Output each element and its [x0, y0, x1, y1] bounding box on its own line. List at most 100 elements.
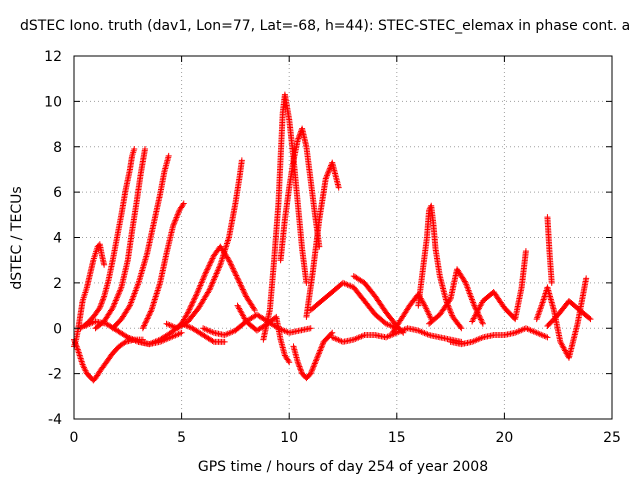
- data-point: [208, 258, 215, 265]
- data-point: [201, 273, 208, 280]
- data-point: [448, 311, 455, 318]
- data-point: [294, 359, 301, 366]
- data-point: [207, 285, 214, 292]
- data-point: [141, 322, 148, 329]
- data-point: [193, 292, 200, 299]
- data-point: [234, 275, 241, 282]
- data-point: [115, 291, 122, 298]
- data-point: [97, 303, 104, 310]
- data-point: [195, 286, 202, 293]
- data-point: [144, 315, 151, 322]
- data-point: [522, 248, 529, 255]
- data-point: [191, 296, 198, 303]
- data-point: [295, 362, 302, 369]
- data-point: [314, 353, 321, 360]
- data-point: [237, 280, 244, 287]
- data-point: [295, 134, 302, 141]
- data-point: [143, 316, 150, 323]
- data-point: [117, 287, 124, 294]
- data-point: [211, 276, 218, 283]
- data-point: [123, 333, 130, 340]
- data-point: [479, 319, 486, 326]
- data-point: [188, 302, 195, 309]
- data-point: [187, 303, 194, 310]
- data-point: [185, 309, 192, 316]
- data-point: [146, 311, 153, 318]
- data-point: [239, 286, 246, 293]
- data-point: [95, 306, 102, 313]
- data-point: [447, 308, 454, 315]
- data-point: [285, 357, 292, 364]
- data-point: [226, 258, 233, 265]
- data-point: [231, 269, 238, 276]
- data-point: [214, 269, 221, 276]
- data-point: [100, 294, 107, 301]
- data-point: [175, 210, 182, 217]
- data-point: [235, 278, 242, 285]
- data-point: [108, 306, 115, 313]
- data-point: [110, 303, 117, 310]
- data-point: [323, 172, 330, 179]
- data-point: [251, 307, 258, 314]
- data-point: [315, 351, 322, 358]
- data-point: [207, 283, 214, 290]
- y-tick-labels: -4 -2 0 2 4 6 8 10 12: [44, 49, 62, 428]
- data-point: [236, 279, 243, 286]
- data-point: [548, 279, 555, 286]
- data-point: [121, 339, 128, 346]
- data-point: [145, 314, 152, 321]
- data-point: [229, 264, 236, 271]
- data-point: [310, 364, 317, 371]
- data-point: [310, 363, 317, 370]
- data-point: [169, 223, 176, 230]
- data-point: [229, 265, 236, 272]
- data-point: [117, 285, 124, 292]
- data-point: [205, 263, 212, 270]
- data-point: [170, 221, 177, 228]
- data-point: [202, 269, 209, 276]
- data-point: [586, 315, 593, 322]
- data-point: [458, 325, 465, 332]
- data-point: [312, 359, 319, 366]
- data-point: [238, 283, 245, 290]
- data-point: [98, 300, 105, 307]
- data-point: [197, 281, 204, 288]
- x-tick-label: 25: [603, 430, 621, 446]
- data-point: [587, 316, 594, 323]
- data-point: [142, 146, 149, 153]
- data-point: [74, 345, 81, 352]
- data-point: [172, 215, 179, 222]
- data-point: [114, 293, 121, 300]
- data-point: [295, 360, 302, 367]
- data-point: [194, 289, 201, 296]
- data-point: [179, 201, 186, 208]
- data-point: [311, 360, 318, 367]
- x-tick-label: 0: [70, 430, 79, 446]
- data-point: [241, 289, 248, 296]
- data-point: [583, 275, 590, 282]
- data-point: [205, 288, 212, 295]
- data-point: [174, 213, 181, 220]
- data-point: [317, 347, 324, 354]
- data-point: [399, 328, 406, 335]
- data-point: [212, 273, 219, 280]
- data-point: [204, 266, 211, 273]
- data-point: [199, 278, 206, 285]
- data-point: [109, 304, 116, 311]
- data-point: [317, 346, 324, 353]
- data-point: [296, 363, 303, 370]
- data-point: [196, 283, 203, 290]
- data-point: [225, 257, 232, 264]
- data-point: [147, 308, 154, 315]
- data-point: [98, 299, 105, 306]
- data-point: [141, 321, 148, 328]
- data-point: [318, 343, 325, 350]
- data-point: [461, 278, 468, 285]
- data-point: [207, 259, 214, 266]
- data-point: [298, 367, 305, 374]
- data-point: [174, 211, 181, 218]
- data-point: [180, 200, 187, 207]
- data-point: [114, 294, 121, 301]
- data-point: [477, 316, 484, 323]
